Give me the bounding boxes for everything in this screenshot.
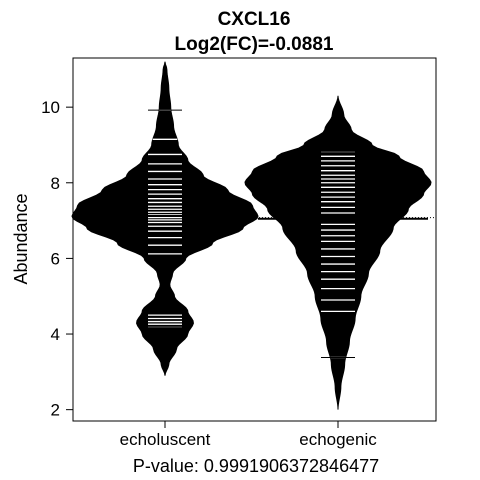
beans-layer xyxy=(71,61,436,410)
y-tick-label: 2 xyxy=(51,401,60,420)
y-axis-label: Abundance xyxy=(11,193,31,284)
y-tick-label: 4 xyxy=(51,325,60,344)
x-tick-label: echogenic xyxy=(299,430,377,449)
bean-echoluscent xyxy=(71,61,259,376)
x-axis-label: P-value: 0.9991906372846477 xyxy=(133,456,379,476)
y-tick-label: 6 xyxy=(51,249,60,268)
bean-shape xyxy=(71,61,259,376)
bean-echogenic xyxy=(244,95,432,410)
y-tick-label: 8 xyxy=(51,174,60,193)
bean-shape xyxy=(244,95,432,410)
y-tick-label: 10 xyxy=(41,98,60,117)
y-axis: 2 4 6 8 10 xyxy=(41,98,73,420)
plot-frame xyxy=(72,57,437,422)
chart-title: CXCL16 xyxy=(218,9,291,30)
x-tick-label: echoluscent xyxy=(120,430,211,449)
chart-subtitle: Log2(FC)=-0.0881 xyxy=(175,34,334,55)
x-axis: echoluscent echogenic xyxy=(120,421,377,449)
